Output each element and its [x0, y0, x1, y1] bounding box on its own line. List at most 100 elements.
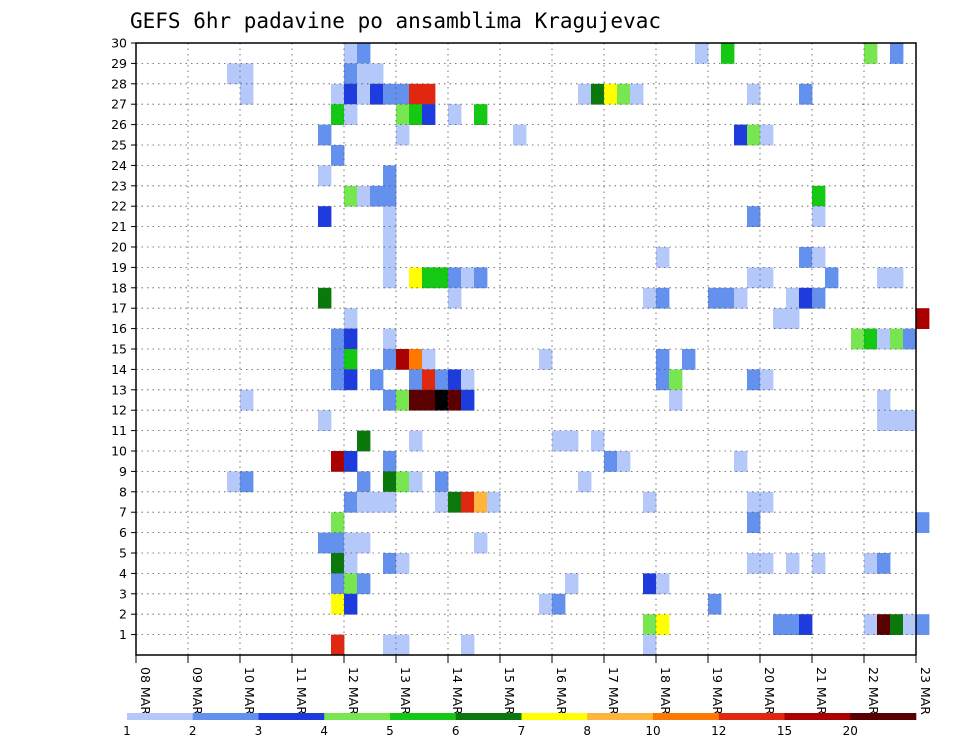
heatmap-cell — [877, 267, 891, 289]
heatmap-cell — [773, 614, 787, 635]
heatmap-cell — [747, 512, 761, 533]
y-tick-label: 14 — [111, 362, 127, 377]
heatmap-cell — [344, 573, 358, 595]
heatmap-cell — [357, 532, 371, 554]
heatmap-cell — [825, 267, 839, 289]
x-tick-label: 22 MAR — [866, 667, 881, 715]
heatmap-cell — [383, 349, 397, 370]
heatmap-cell — [357, 185, 371, 207]
heatmap-cell — [643, 573, 657, 595]
y-tick-label: 7 — [119, 505, 127, 520]
heatmap-cell — [344, 328, 358, 350]
heatmap-cell — [448, 104, 462, 125]
colorbar-label: 4 — [320, 724, 328, 738]
heatmap-cell — [617, 451, 631, 472]
heatmap-cell — [370, 491, 384, 513]
heatmap-cell — [539, 593, 553, 615]
heatmap-cell — [396, 83, 410, 105]
y-tick-label: 10 — [111, 444, 127, 459]
heatmap-cell — [552, 593, 566, 615]
colorbar-swatch — [718, 713, 785, 720]
heatmap-cell — [760, 369, 774, 391]
heatmap-cell — [357, 83, 371, 105]
heatmap-cell — [318, 165, 332, 187]
heatmap-cell — [383, 328, 397, 350]
heatmap-cell — [331, 83, 345, 105]
y-tick-label: 18 — [111, 280, 127, 295]
heatmap-cell — [448, 287, 462, 309]
heatmap-cell — [591, 83, 605, 105]
heatmap-cell — [383, 471, 397, 493]
colorbar-label: 12 — [711, 724, 726, 738]
heatmap-cell — [240, 389, 254, 411]
heatmap-cell — [409, 389, 423, 411]
y-tick-label: 6 — [119, 525, 127, 540]
y-tick-label: 21 — [111, 219, 127, 234]
heatmap-cell — [383, 451, 397, 472]
heatmap-cell — [227, 63, 241, 85]
heatmap-cell — [240, 83, 254, 105]
axes: 1234567891011121314151617181920212223242… — [111, 36, 933, 716]
heatmap-cell — [799, 287, 813, 309]
heatmap-cell — [721, 287, 735, 309]
heatmap-cell — [370, 369, 384, 391]
heatmap-cell — [721, 43, 735, 64]
heatmap-cell — [656, 287, 670, 309]
heatmap-cell — [409, 471, 423, 493]
heatmap-cell — [383, 634, 397, 656]
heatmap-cell — [760, 267, 774, 289]
heatmap-cell — [903, 614, 917, 635]
heatmap-cell — [877, 410, 891, 431]
heatmap-cells — [227, 43, 930, 656]
heatmap-cell — [903, 328, 917, 350]
y-tick-label: 13 — [111, 382, 127, 397]
heatmap-cell — [747, 369, 761, 391]
heatmap-cell — [916, 512, 930, 533]
x-tick-label: 18 MAR — [658, 667, 673, 715]
heatmap-cell — [383, 267, 397, 289]
heatmap-cell — [786, 553, 800, 574]
heatmap-cell — [708, 593, 722, 615]
heatmap-cell — [461, 634, 475, 656]
heatmap-cell — [344, 491, 358, 513]
colorbar-swatch — [850, 713, 917, 720]
x-tick-label: 20 MAR — [762, 667, 777, 715]
heatmap-cell — [630, 83, 644, 105]
y-tick-label: 9 — [119, 464, 127, 479]
heatmap-cell — [318, 124, 332, 146]
heatmap-cell — [318, 287, 332, 309]
heatmap-cell — [890, 614, 904, 635]
heatmap-cell — [344, 185, 358, 207]
heatmap-cell — [695, 43, 709, 64]
heatmap-cell — [227, 471, 241, 493]
heatmap-cell — [565, 573, 579, 595]
heatmap-cell — [812, 185, 826, 207]
colorbar-label: 3 — [255, 724, 263, 738]
heatmap-cell — [331, 104, 345, 125]
heatmap-cell — [643, 614, 657, 635]
heatmap-cell — [617, 83, 631, 105]
y-tick-label: 27 — [111, 97, 127, 112]
heatmap-cell — [786, 287, 800, 309]
heatmap-cell — [747, 553, 761, 574]
y-tick-label: 23 — [111, 178, 127, 193]
heatmap-cell — [877, 614, 891, 635]
colorbar-label: 6 — [452, 724, 460, 738]
y-tick-label: 17 — [111, 301, 127, 316]
heatmap-cell — [578, 471, 592, 493]
heatmap-cell — [656, 369, 670, 391]
heatmap-cell — [760, 124, 774, 146]
x-tick-label: 14 MAR — [450, 667, 465, 715]
heatmap-cell — [396, 471, 410, 493]
y-tick-label: 20 — [111, 240, 127, 255]
y-tick-label: 24 — [111, 158, 127, 173]
heatmap-cell — [474, 267, 488, 289]
heatmap-cell — [383, 206, 397, 227]
colorbar-label: 10 — [645, 724, 660, 738]
heatmap-cell — [708, 287, 722, 309]
x-tick-label: 12 MAR — [346, 667, 361, 715]
heatmap-cell — [344, 43, 358, 64]
heatmap-cell — [344, 553, 358, 574]
heatmap-cell — [383, 389, 397, 411]
